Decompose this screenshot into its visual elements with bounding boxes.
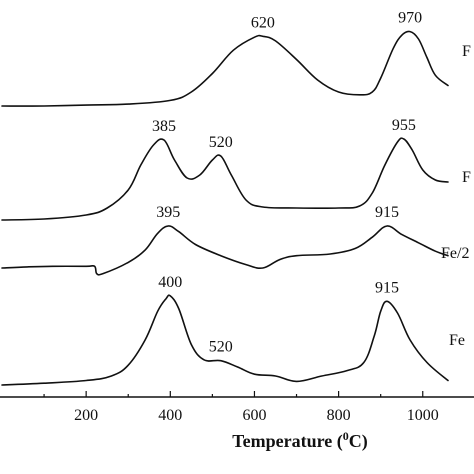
- x-tick-label-1000: 1000: [407, 407, 439, 424]
- series-label-1: F: [462, 43, 471, 60]
- peak-label-3-1: 395: [156, 204, 180, 221]
- peak-label-2-2: 520: [209, 134, 233, 151]
- curves-layer: [1, 30, 449, 386]
- x-tick-label-400: 400: [158, 407, 182, 424]
- peak-labels-layer: 620 970 385 520 955 395 915 400 520 915: [152, 10, 422, 356]
- series-line-2: [1, 137, 449, 221]
- x-tick-label-200: 200: [74, 407, 98, 424]
- x-ticks-layer: 200 400 600 800 1000: [43, 391, 439, 424]
- series-line-1: [1, 30, 449, 107]
- series-label-4: Fe: [449, 332, 465, 349]
- x-axis-title-main: Temperature (: [232, 431, 342, 452]
- series-label-2: F: [462, 169, 471, 186]
- x-tick-label-600: 600: [242, 407, 266, 424]
- peak-label-1-1: 620: [251, 14, 275, 31]
- peak-label-4-1: 400: [158, 274, 182, 291]
- peak-label-2-1: 385: [152, 118, 176, 135]
- x-axis-title-unit: C): [349, 431, 368, 452]
- peak-label-1-2: 970: [398, 10, 422, 27]
- series-line-3: [1, 225, 449, 276]
- x-tick-label-800: 800: [327, 407, 351, 424]
- x-axis-title-sup: 0: [343, 429, 349, 443]
- peak-label-2-3: 955: [392, 117, 416, 134]
- peak-label-4-2: 520: [209, 339, 233, 356]
- series-label-3: Fe/2: [441, 245, 469, 262]
- peak-label-4-3: 915: [375, 279, 399, 296]
- series-labels-layer: F F Fe/2 Fe: [441, 43, 471, 349]
- peak-label-3-2: 915: [375, 204, 399, 221]
- series-line-4: [1, 294, 449, 386]
- x-axis-title: Temperature (0C): [232, 429, 367, 452]
